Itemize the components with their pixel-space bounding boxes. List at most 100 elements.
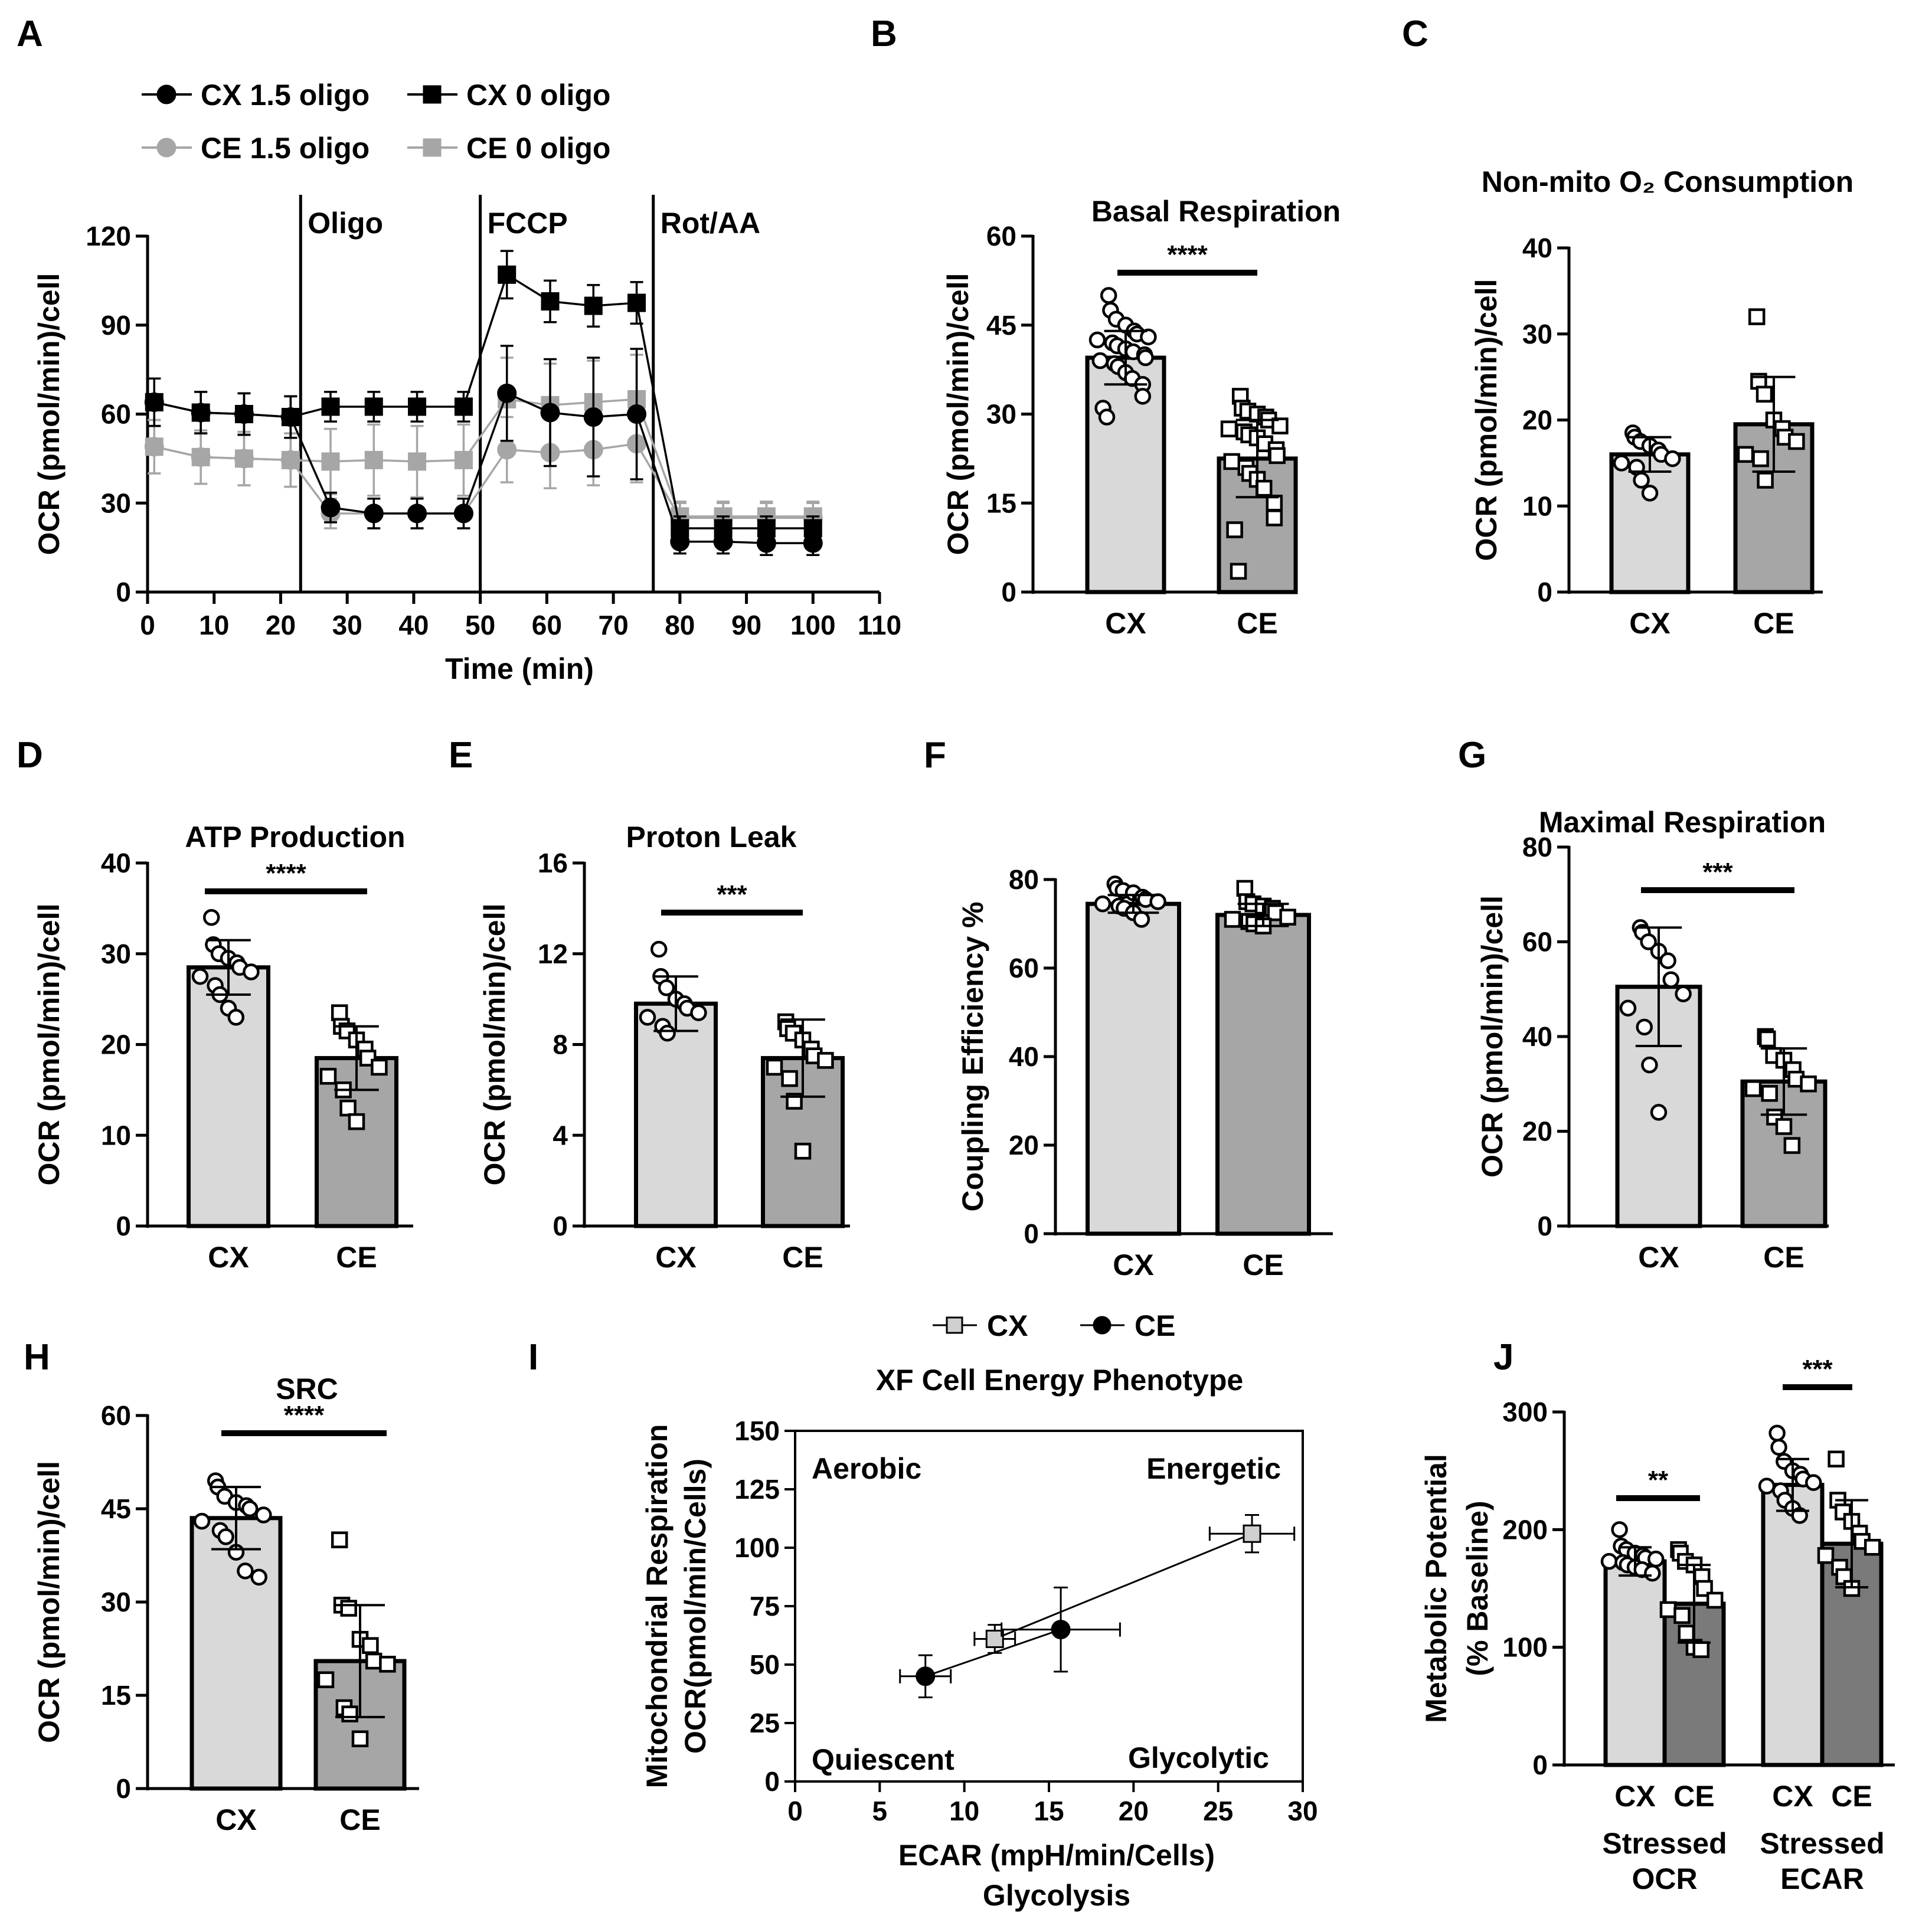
y-tick-label: 0 [116, 1773, 131, 1804]
y-tick-label: 90 [101, 310, 131, 341]
category-label: CX [655, 1241, 696, 1274]
chart-title: Maximal Respiration [1539, 806, 1826, 839]
y-axis-label: OCR (pmol/min)/cell [32, 904, 66, 1186]
chart-title: Proton Leak [626, 820, 797, 854]
category-label: CX [1772, 1780, 1813, 1813]
x-tick-label: 50 [465, 610, 495, 640]
x-tick-label: 25 [1203, 1796, 1233, 1826]
data-point [1098, 408, 1116, 426]
data-point [1804, 1474, 1822, 1491]
injection-label: Oligo [308, 207, 383, 240]
error-bar [653, 975, 698, 1032]
y-tick-label: 100 [734, 1532, 780, 1563]
y-axis-label: Coupling Efficiency % [956, 901, 989, 1211]
error-bar [1678, 1564, 1711, 1644]
data-point [1748, 308, 1766, 325]
data-point [497, 440, 517, 460]
data-point [364, 397, 383, 416]
data-point [1775, 1118, 1793, 1135]
data-point [1673, 1607, 1691, 1624]
panel-label-a: A [17, 14, 43, 54]
legend-label: CE 0 oligo [466, 132, 610, 165]
group-label: OCR [1632, 1862, 1697, 1895]
data-point [1271, 417, 1289, 434]
panel-label-e: E [449, 735, 473, 776]
data-point [408, 397, 427, 416]
y-tick-label: 0 [1001, 577, 1016, 607]
y-axis-label: OCR (pmol/min)/cell [32, 273, 66, 555]
data-point [1051, 1620, 1071, 1640]
data-point [281, 450, 300, 469]
data-point [1088, 331, 1106, 349]
data-point [364, 450, 383, 469]
data-point [1644, 1564, 1661, 1582]
panel-label-c: C [1402, 14, 1428, 54]
significance-stars: **** [284, 1401, 325, 1430]
data-point [1744, 1080, 1762, 1097]
y-axis-label-2: OCR(pmol/min/Cells) [679, 1459, 712, 1754]
y-axis-label: OCR (pmol/min)/cell [478, 904, 511, 1186]
bar-cx [634, 1001, 718, 1228]
error-bar [206, 939, 251, 996]
data-point [227, 1009, 245, 1026]
error-bar [1104, 329, 1148, 386]
data-point [362, 1637, 379, 1654]
category-label: CE [782, 1241, 823, 1274]
panel-label-i: I [528, 1337, 538, 1378]
y-tick-label: 30 [101, 488, 131, 518]
category-label: CE [1673, 1780, 1714, 1813]
y-tick-label: 60 [101, 399, 131, 430]
data-point [766, 1058, 783, 1076]
data-point [202, 909, 220, 926]
data-point [1641, 485, 1659, 502]
data-point [1137, 349, 1154, 367]
x-tick-label: 30 [332, 610, 362, 640]
significance-stars: **** [1167, 240, 1208, 269]
error-bar [1235, 419, 1279, 499]
category-label: CE [1243, 1248, 1283, 1282]
data-point [1757, 472, 1774, 489]
panel-label-g: G [1458, 735, 1486, 776]
quadrant-label: Quiescent [812, 1743, 954, 1776]
panel-label-h: H [24, 1337, 50, 1378]
error-bar [1776, 1457, 1809, 1512]
error-bar [1752, 375, 1796, 473]
panel-label-f: F [924, 735, 946, 776]
category-label: CE [1831, 1780, 1872, 1813]
bar-cx [1761, 1483, 1825, 1767]
category-label: CE [1753, 607, 1794, 640]
data-point [1255, 479, 1273, 497]
data-point [1659, 952, 1676, 969]
x-tick-label: 20 [1119, 1796, 1149, 1826]
significance-stars: ** [1648, 1466, 1669, 1495]
data-point [191, 967, 209, 985]
data-point [639, 1009, 656, 1026]
data-point [985, 1629, 1004, 1648]
data-point [757, 519, 776, 538]
data-point [627, 404, 647, 424]
error-bar [1835, 1499, 1868, 1589]
y-tick-label: 80 [1009, 864, 1039, 895]
panel-label-j: J [1493, 1337, 1513, 1378]
y-tick-label: 4 [553, 1120, 568, 1150]
error-bar [1107, 894, 1159, 914]
data-point [319, 1068, 337, 1085]
y-tick-label: 125 [734, 1474, 780, 1505]
data-point [714, 519, 733, 538]
data-point [371, 1058, 388, 1076]
y-tick-label: 40 [1522, 233, 1552, 263]
data-point [1828, 1450, 1845, 1467]
x-tick-label: 0 [140, 610, 155, 640]
data-point [331, 1531, 348, 1548]
y-tick-label: 20 [1009, 1130, 1039, 1160]
y-tick-label: 0 [764, 1766, 780, 1797]
injection-label: FCCP [488, 207, 568, 240]
y-axis-label: OCR (pmol/min)/cell [1470, 279, 1503, 561]
y-tick-label: 0 [116, 577, 131, 607]
data-point [659, 1025, 676, 1042]
data-point [1269, 447, 1286, 465]
legend-marker [423, 138, 442, 157]
category-label: CE [336, 1241, 377, 1274]
y-tick-label: 100 [1502, 1632, 1548, 1663]
category-label: CX [1105, 607, 1146, 640]
